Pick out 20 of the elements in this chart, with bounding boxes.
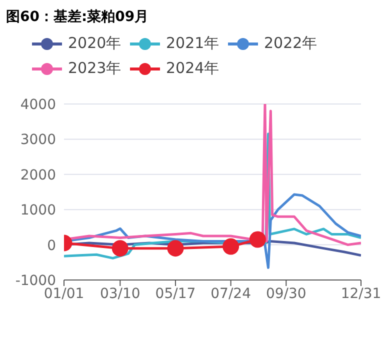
legend-label: 2020年 [68, 34, 122, 53]
legend-label: 2021年 [166, 34, 220, 53]
point [167, 240, 184, 257]
y-tick-label: 3000 [20, 132, 56, 148]
y-tick-label: 0 [47, 238, 56, 254]
y-tick-label: 1000 [20, 202, 56, 219]
x-tick-label: 03/10 [100, 286, 140, 302]
x-tick-label: 05/17 [155, 286, 196, 302]
x-tick-label: 09/30 [266, 286, 306, 302]
legend-label: 2022年 [264, 34, 318, 53]
point [112, 240, 128, 257]
x-tick-label: 12/31 [340, 286, 382, 302]
y-tick-label: 2000 [20, 167, 56, 184]
legend-label: 2023年 [68, 59, 122, 78]
legend-label: 2024年 [166, 59, 220, 78]
chart-title: 图60：基差:菜粕09月 [6, 8, 149, 26]
point [249, 231, 266, 248]
y-tick-label: 4000 [20, 96, 56, 113]
x-tick-label: 07/24 [210, 286, 252, 302]
point [222, 238, 240, 255]
